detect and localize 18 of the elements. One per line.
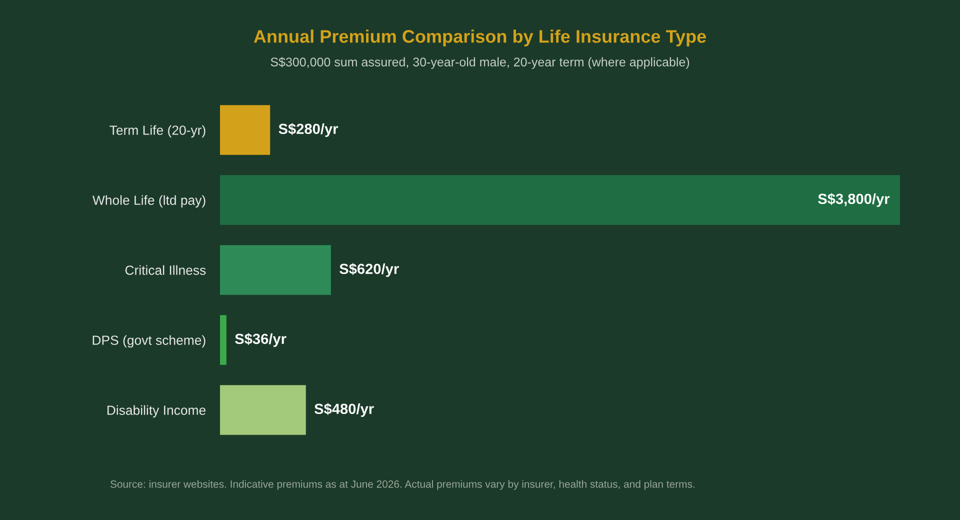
bar [220, 385, 306, 435]
data-label: S$280/yr [278, 123, 338, 137]
y-tick-label: Term Life (20-yr) [110, 125, 206, 138]
data-label: S$36/yr [235, 333, 286, 347]
y-tick-label: DPS (govt scheme) [92, 335, 206, 348]
data-label: S$3,800/yr [818, 193, 890, 207]
data-label: S$480/yr [314, 403, 374, 417]
y-tick-label: Whole Life (ltd pay) [92, 195, 206, 208]
bar [220, 105, 270, 155]
bar [220, 245, 331, 295]
y-tick-label: Critical Illness [125, 265, 206, 275]
y-tick-label: Disability Income [107, 405, 206, 418]
data-label: S$620/yr [340, 263, 399, 277]
bar [220, 175, 900, 225]
chart-subtitle: S$300,000 sum assured, 30-year-old male, 20-year term (where applicable) [270, 57, 690, 69]
source-note: Source: insurer websites. Indicative premiums as at June 2026. Actual premiums vary by insurer, health status, and plan terms. [110, 480, 694, 490]
chart-title: Annual Premium Comparison by Life Insurance Type [254, 30, 706, 46]
bar [220, 315, 226, 365]
